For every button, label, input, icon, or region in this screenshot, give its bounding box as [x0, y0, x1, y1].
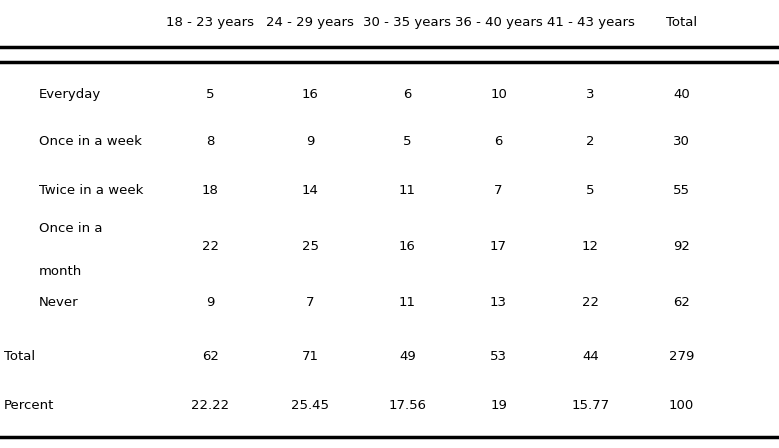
Text: 7: 7 — [306, 296, 314, 309]
Text: 19: 19 — [490, 399, 507, 412]
Text: 6: 6 — [404, 87, 411, 101]
Text: 100: 100 — [669, 399, 694, 412]
Text: 9: 9 — [306, 134, 314, 148]
Text: 25: 25 — [301, 240, 319, 253]
Text: 22.22: 22.22 — [192, 399, 229, 412]
Text: 92: 92 — [673, 240, 690, 253]
Text: 13: 13 — [490, 296, 507, 309]
Text: 10: 10 — [490, 87, 507, 101]
Text: 5: 5 — [587, 184, 594, 197]
Text: 8: 8 — [206, 134, 214, 148]
Text: Once in a week: Once in a week — [39, 134, 142, 148]
Text: 49: 49 — [399, 349, 416, 363]
Text: Percent: Percent — [4, 399, 55, 412]
Text: Once in a: Once in a — [39, 222, 103, 235]
Text: Total: Total — [4, 349, 35, 363]
Text: 17: 17 — [490, 240, 507, 253]
Text: Total: Total — [666, 16, 697, 29]
Text: 5: 5 — [404, 134, 411, 148]
Text: 36 - 40 years: 36 - 40 years — [455, 16, 542, 29]
Text: 44: 44 — [582, 349, 599, 363]
Text: Twice in a week: Twice in a week — [39, 184, 143, 197]
Text: month: month — [39, 264, 83, 278]
Text: 12: 12 — [582, 240, 599, 253]
Text: 2: 2 — [587, 134, 594, 148]
Text: 53: 53 — [490, 349, 507, 363]
Text: 30 - 35 years: 30 - 35 years — [364, 16, 451, 29]
Text: 16: 16 — [399, 240, 416, 253]
Text: Everyday: Everyday — [39, 87, 101, 101]
Text: 71: 71 — [301, 349, 319, 363]
Text: 6: 6 — [495, 134, 502, 148]
Text: 15.77: 15.77 — [572, 399, 609, 412]
Text: 22: 22 — [582, 296, 599, 309]
Text: 279: 279 — [669, 349, 694, 363]
Text: Never: Never — [39, 296, 79, 309]
Text: 11: 11 — [399, 296, 416, 309]
Text: 18: 18 — [202, 184, 219, 197]
Text: 16: 16 — [301, 87, 319, 101]
Text: 11: 11 — [399, 184, 416, 197]
Text: 17.56: 17.56 — [389, 399, 426, 412]
Text: 62: 62 — [673, 296, 690, 309]
Text: 40: 40 — [673, 87, 690, 101]
Text: 41 - 43 years: 41 - 43 years — [547, 16, 634, 29]
Text: 3: 3 — [587, 87, 594, 101]
Text: 7: 7 — [495, 184, 502, 197]
Text: 30: 30 — [673, 134, 690, 148]
Text: 18 - 23 years: 18 - 23 years — [167, 16, 254, 29]
Text: 14: 14 — [301, 184, 319, 197]
Text: 9: 9 — [206, 296, 214, 309]
Text: 62: 62 — [202, 349, 219, 363]
Text: 25.45: 25.45 — [291, 399, 329, 412]
Text: 55: 55 — [673, 184, 690, 197]
Text: 22: 22 — [202, 240, 219, 253]
Text: 5: 5 — [206, 87, 214, 101]
Text: 24 - 29 years: 24 - 29 years — [266, 16, 354, 29]
